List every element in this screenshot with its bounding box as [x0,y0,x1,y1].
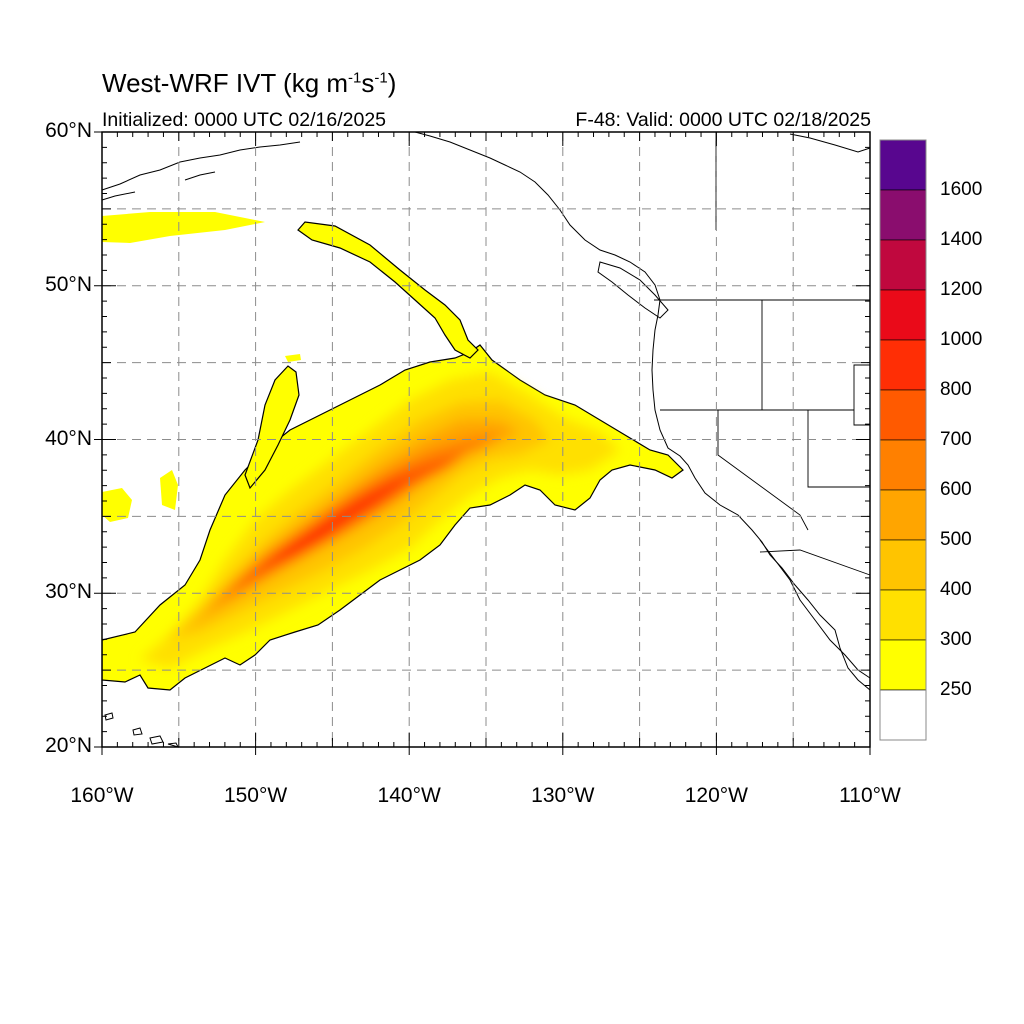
initialized-label: Initialized: 0000 UTC 02/16/2025 [102,109,387,131]
state-boundaries [654,132,871,576]
lon-label: 120°W [684,784,749,807]
colorbar-swatch [879,489,927,541]
ivt-250-tongue [297,221,479,359]
colorbar-label: 300 [940,629,972,650]
colorbar-label: 800 [940,379,972,400]
lon-label: 140°W [377,784,441,807]
vancouver-island [597,261,669,319]
lon-label: 160°W [70,784,134,807]
colorbar-swatch [879,389,927,441]
colorbar-swatch [879,639,927,691]
ivt-700 [225,452,470,595]
colorbar-label: 600 [940,479,972,500]
ivt-250-branch [244,365,300,490]
coastlines [101,131,871,748]
lat-label: 50°N [45,272,92,296]
ivt-250-blob-1 [102,488,132,522]
colorbar-label: 1600 [940,179,983,200]
alaska-coast [101,141,301,201]
colorbar-label: 700 [940,429,972,450]
valid-time-label: F-48: Valid: 0000 UTC 02/18/2025 [575,109,871,131]
colorbar-label: 1400 [940,229,983,250]
lon-label: 130°W [531,784,595,807]
colorbar-swatch [879,139,927,191]
lon-label: 110°W [839,784,901,807]
colorbar-swatch [879,239,927,291]
ivt-250-nw-streak [102,212,265,243]
lon-label: 150°W [223,784,288,807]
colorbar-swatch [879,339,927,391]
lat-label: 30°N [45,580,92,604]
colorbar [879,139,927,741]
axis-ticks [94,131,871,755]
colorbar-label: 1200 [940,279,983,300]
graticule [102,132,870,747]
colorbar-label: 250 [940,679,972,700]
colorbar-swatch [879,439,927,491]
baja-gulf-line [759,539,871,679]
lat-label: 20°N [45,734,92,757]
colorbar-frame [879,139,927,741]
ivt-800 [262,476,410,565]
plot-title: West-WRF IVT (kg m-1s-1) [102,68,397,98]
colorbar-label: 1000 [940,329,983,350]
colorbar-swatch [879,589,927,641]
ivt-250-blob-2 [160,470,178,510]
colorbar-swatch [879,289,927,341]
colorbar-swatch [879,189,927,241]
ivt-250-blob-3 [285,354,301,362]
colorbar-swatch [879,689,927,741]
lat-label: 40°N [45,426,92,450]
colorbar-swatch [879,539,927,591]
colorbar-label: 500 [940,529,972,550]
lat-label: 60°N [45,119,92,142]
colorbar-label: 400 [940,579,972,600]
hawaii-islands [104,712,179,748]
ivt-field [102,212,684,691]
